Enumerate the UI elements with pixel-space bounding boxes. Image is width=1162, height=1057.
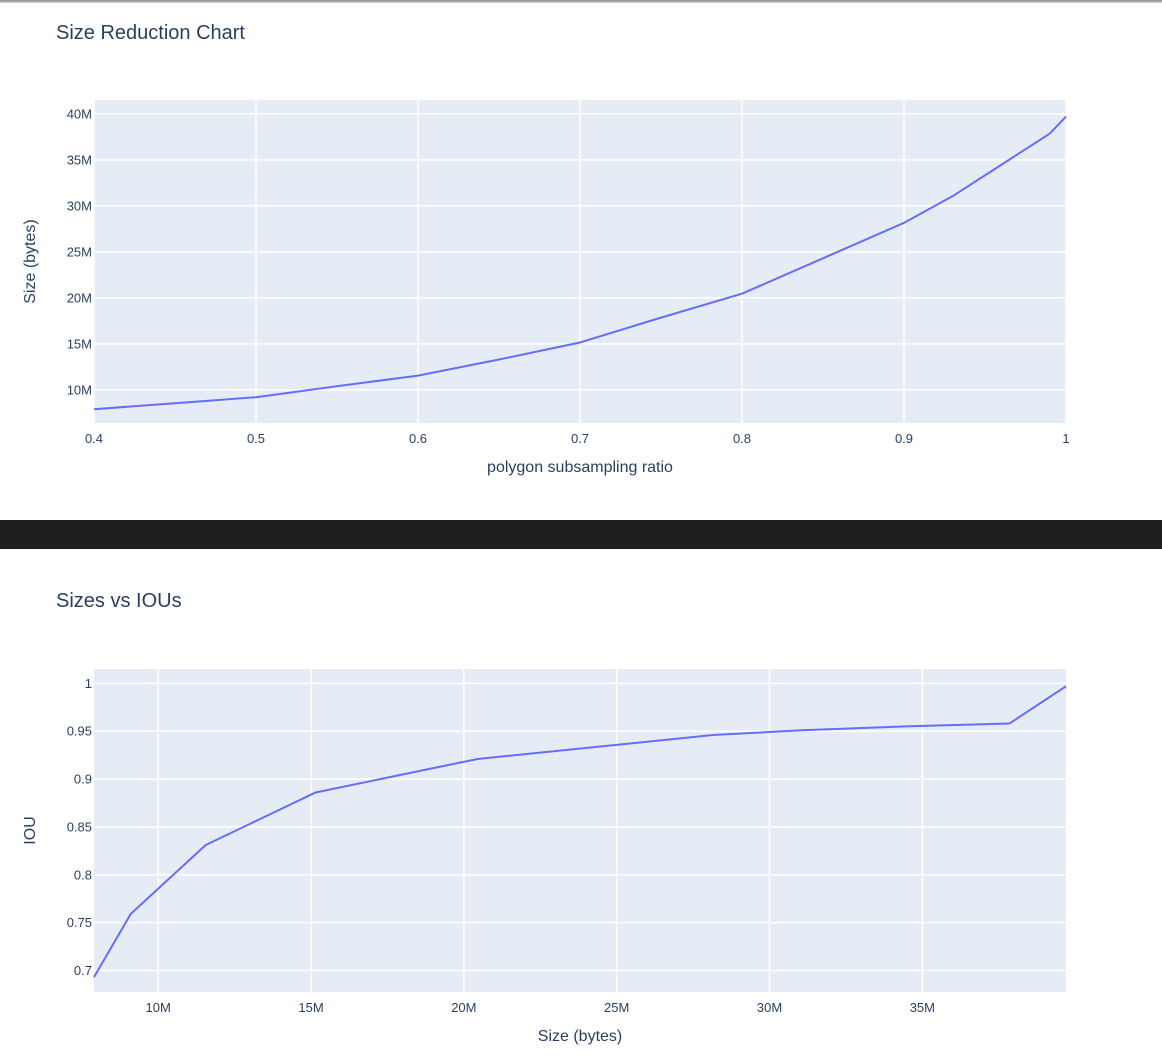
x-tick-label: 0.5 [247,431,265,446]
x-axis-title: Size (bytes) [538,1028,622,1045]
y-tick-label: 25M [67,244,92,259]
plot-area [94,669,1066,992]
y-tick-label: 0.95 [67,724,92,739]
y-axis-title: IOU [22,816,39,844]
y-tick-label: 0.9 [74,772,92,787]
x-tick-label: 0.8 [733,431,751,446]
chart-title: Sizes vs IOUs [56,590,182,612]
chart-title: Size Reduction Chart [56,22,245,44]
sizes-vs-ious-panel: Sizes vs IOUs 10M 15M 20M 25M 30M 35M 0.7 0.75 0… [0,549,1162,1057]
x-tick-label: 25M [604,1000,629,1015]
series-line [93,115,1067,411]
y-tick-label: 30M [67,198,92,213]
y-tick-label: 0.75 [67,915,92,930]
y-axis-title: Size (bytes) [22,219,39,303]
sizes-vs-ious-chart: 10M 15M 20M 25M 30M 35M 0.7 0.75 0.8 0.85 0.9 0.95 1… [22,669,1067,1045]
size-reduction-panel: Size Reduction Chart 0.4 0.5 0.6 0.7 0.8 0.9 1… [0,3,1162,520]
x-tick-label: 0.6 [409,431,427,446]
x-tick-label: 1 [1062,431,1069,446]
x-axis-title: polygon subsampling ratio [487,459,673,476]
y-tick-label: 0.85 [67,819,92,834]
y-tick-label: 20M [67,290,92,305]
x-tick-label: 10M [146,1000,171,1015]
x-tick-label: 0.7 [571,431,589,446]
panel-divider [0,520,1162,549]
y-tick-label: 40M [67,106,92,121]
y-tick-label: 15M [67,336,92,351]
series-line [93,685,1067,978]
top-border [0,0,1162,3]
y-tick-label: 35M [67,152,92,167]
x-tick-label: 0.9 [895,431,913,446]
x-tick-label: 20M [451,1000,476,1015]
y-tick-label: 10M [67,382,92,397]
y-tick-label: 0.8 [74,867,92,882]
size-reduction-chart: 0.4 0.5 0.6 0.7 0.8 0.9 1 10M 15M 20M 25M 30M 35M 40M… [22,100,1070,476]
y-tick-label: 0.7 [74,963,92,978]
x-tick-label: 0.4 [85,431,103,446]
x-tick-label: 35M [910,1000,935,1015]
x-tick-label: 30M [757,1000,782,1015]
x-tick-label: 15M [298,1000,323,1015]
y-tick-label: 1 [85,676,92,691]
